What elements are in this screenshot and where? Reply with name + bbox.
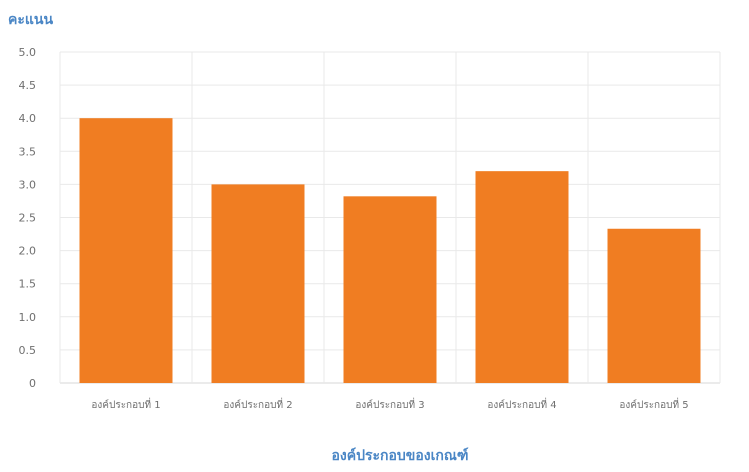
x-tick-label: องค์ประกอบที่ 1 xyxy=(91,397,160,411)
x-tick-label: องค์ประกอบที่ 2 xyxy=(223,397,292,411)
y-tick-label: 4.0 xyxy=(19,112,37,125)
y-tick-label: 3.5 xyxy=(19,145,37,158)
y-axis-title: คะแนน xyxy=(8,12,53,28)
bar-5 xyxy=(607,228,701,383)
y-tick-label: 3.0 xyxy=(19,178,37,191)
y-axis-ticks: 0 0.5 1.0 1.5 2.0 2.5 3.0 3.5 4.0 4.5 5.0 xyxy=(19,46,37,390)
bar-3 xyxy=(343,196,437,383)
y-tick-label: 5.0 xyxy=(19,46,37,59)
x-tick-label: องค์ประกอบที่ 5 xyxy=(619,397,688,411)
x-tick-label: องค์ประกอบที่ 4 xyxy=(487,397,556,411)
y-tick-label: 0 xyxy=(29,377,36,390)
y-tick-label: 0.5 xyxy=(19,344,37,357)
x-tick-label: องค์ประกอบที่ 3 xyxy=(355,397,424,411)
y-tick-label: 1.5 xyxy=(19,278,37,291)
y-tick-label: 1.0 xyxy=(19,311,37,324)
bar-2 xyxy=(211,184,305,383)
bar-4 xyxy=(475,171,569,383)
y-tick-label: 2.0 xyxy=(19,245,37,258)
y-tick-label: 4.5 xyxy=(19,79,37,92)
y-tick-label: 2.5 xyxy=(19,212,37,225)
x-axis-ticks: องค์ประกอบที่ 1 องค์ประกอบที่ 2 องค์ประกอบ… xyxy=(91,397,688,411)
x-axis-title: องค์ประกอบของเกณฑ์ xyxy=(332,447,469,464)
bars xyxy=(79,118,701,383)
bar-1 xyxy=(79,118,173,383)
